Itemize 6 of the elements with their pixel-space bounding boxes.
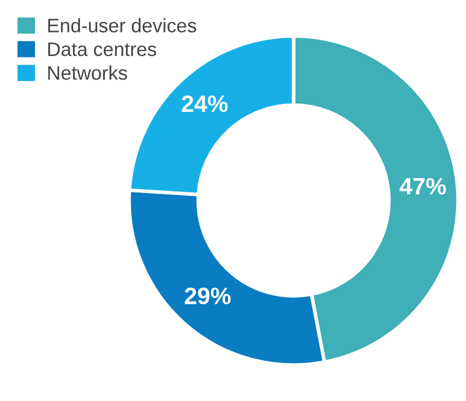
data-label: 47% — [400, 178, 446, 195]
legend-label: Data centres — [48, 42, 156, 56]
data-label: 29% — [184, 288, 231, 304]
data-label: 24% — [182, 95, 228, 112]
legend-label: Networks — [48, 66, 127, 80]
legend-label: End-user devices — [48, 18, 196, 32]
